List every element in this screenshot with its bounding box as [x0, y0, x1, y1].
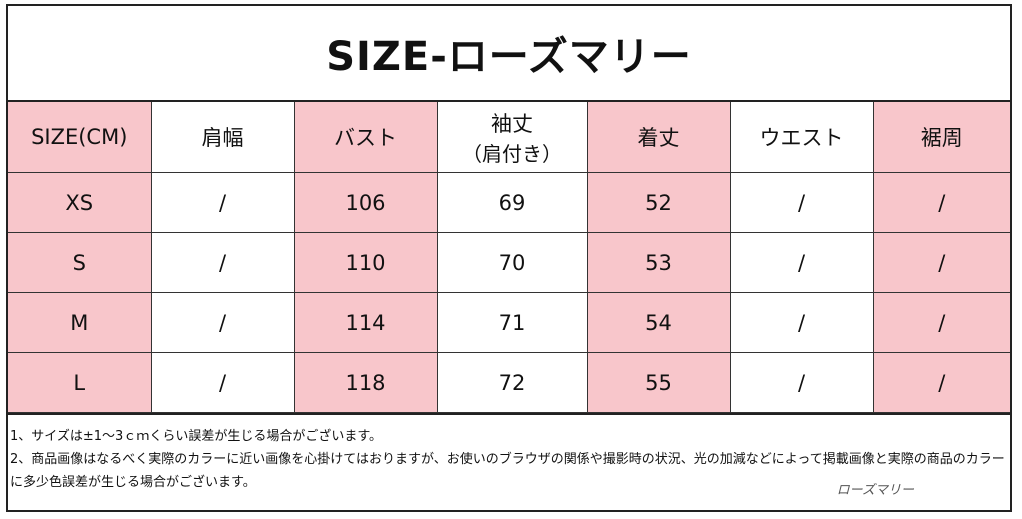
table-row: M / 114 71 54 / / — [8, 292, 1010, 353]
hem-cell: / — [872, 352, 1010, 413]
header-size: SIZE(CM) — [8, 102, 152, 173]
hem-cell: / — [872, 172, 1010, 233]
size-chart: SIZE-ローズマリー SIZE(CM) 肩幅 バスト 袖丈 （肩付き） 着丈 … — [6, 4, 1012, 512]
header-bust: バスト — [293, 102, 438, 173]
waist-cell: / — [729, 172, 874, 233]
shoulder-cell: / — [150, 352, 295, 413]
header-waist: ウエスト — [729, 102, 874, 173]
waist-cell: / — [729, 232, 874, 293]
table-row: XS / 106 69 52 / / — [8, 172, 1010, 233]
length-cell: 54 — [586, 292, 731, 353]
sleeve-cell: 69 — [436, 172, 588, 233]
header-length: 着丈 — [586, 102, 731, 173]
note-line-2: 2、商品画像はなるべく実際のカラーに近い画像を心掛けてはおりますが、お使いのブラ… — [10, 452, 1005, 490]
size-cell: M — [8, 292, 152, 353]
header-hem: 裾周 — [872, 102, 1010, 173]
notes-section: 1、サイズは±1～3ｃｍくらい誤差が生じる場合がございます。 2、商品画像はなる… — [8, 413, 1010, 516]
size-cell: XS — [8, 172, 152, 233]
waist-cell: / — [729, 352, 874, 413]
sleeve-cell: 71 — [436, 292, 588, 353]
length-cell: 53 — [586, 232, 731, 293]
bust-cell: 110 — [293, 232, 438, 293]
chart-title: SIZE-ローズマリー — [8, 6, 1010, 102]
size-table: SIZE(CM) 肩幅 バスト 袖丈 （肩付き） 着丈 ウエスト 裾周 XS /… — [8, 102, 1010, 413]
header-sleeve: 袖丈 （肩付き） — [436, 102, 588, 173]
sleeve-cell: 70 — [436, 232, 588, 293]
sleeve-cell: 72 — [436, 352, 588, 413]
size-cell: S — [8, 232, 152, 293]
shoulder-cell: / — [150, 172, 295, 233]
header-sleeve-label: 袖丈 — [491, 111, 533, 136]
shoulder-cell: / — [150, 292, 295, 353]
length-cell: 52 — [586, 172, 731, 233]
length-cell: 55 — [586, 352, 731, 413]
bust-cell: 106 — [293, 172, 438, 233]
header-shoulder: 肩幅 — [150, 102, 295, 173]
bust-cell: 114 — [293, 292, 438, 353]
note-line-1: 1、サイズは±1～3ｃｍくらい誤差が生じる場合がございます。 — [10, 429, 383, 444]
waist-cell: / — [729, 292, 874, 353]
hem-cell: / — [872, 292, 1010, 353]
bust-cell: 118 — [293, 352, 438, 413]
header-sleeve-sub: （肩付き） — [462, 141, 562, 166]
table-row: L / 118 72 55 / / — [8, 352, 1010, 413]
table-row: S / 110 70 53 / / — [8, 232, 1010, 293]
header-row: SIZE(CM) 肩幅 バスト 袖丈 （肩付き） 着丈 ウエスト 裾周 — [8, 102, 1010, 173]
brand-label: ローズマリー — [836, 483, 914, 498]
size-cell: L — [8, 352, 152, 413]
hem-cell: / — [872, 232, 1010, 293]
shoulder-cell: / — [150, 232, 295, 293]
